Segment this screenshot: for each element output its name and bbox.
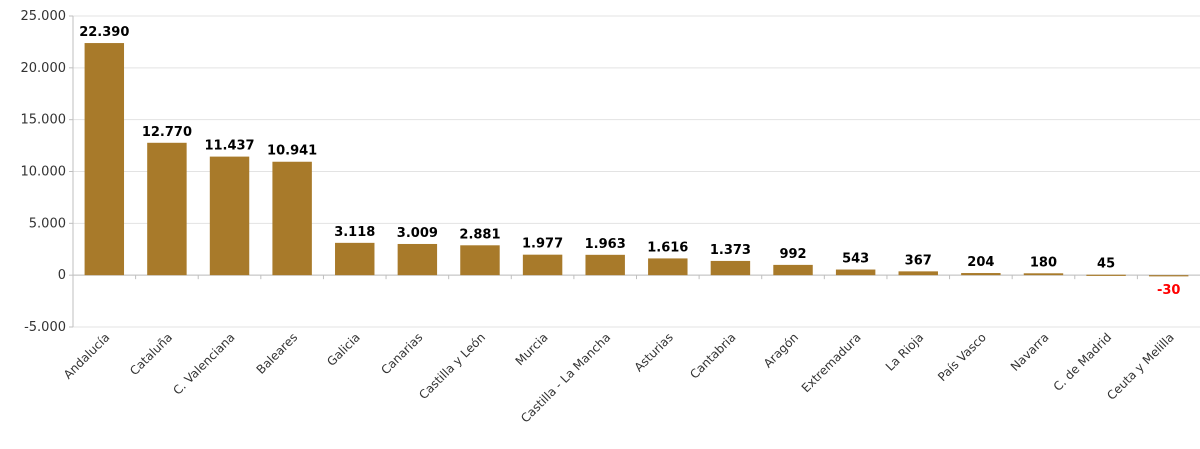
data-label: 1.977: [522, 237, 563, 252]
bar: [898, 271, 938, 276]
y-tick-label: -5.000: [24, 320, 66, 335]
data-label: 543: [842, 252, 869, 267]
x-tick-label: Extremadura: [799, 330, 864, 395]
data-label: 992: [779, 247, 806, 262]
x-tick-label: Murcia: [513, 330, 551, 368]
y-tick-label: 5.000: [29, 216, 66, 231]
data-label: 1.616: [647, 240, 688, 255]
x-tick-label: Ceuta y Melilla: [1104, 330, 1177, 403]
y-tick-label: 10.000: [21, 165, 67, 180]
bar: [147, 142, 187, 276]
bars: [84, 43, 1189, 277]
bar: [522, 254, 563, 276]
data-label: 10.941: [267, 144, 317, 159]
x-tick-label: Baleares: [254, 330, 301, 377]
data-label: 45: [1097, 257, 1115, 272]
x-tick-label: Cantabria: [687, 330, 738, 381]
x-tick-label: Navarra: [1008, 330, 1052, 374]
x-tick-label: Asturias: [632, 330, 676, 374]
bar: [835, 269, 876, 276]
x-tick-label: Aragón: [761, 330, 801, 370]
bar: [335, 242, 375, 276]
data-label: 180: [1030, 255, 1057, 270]
data-label: 11.437: [204, 139, 254, 154]
bar: [1148, 275, 1189, 277]
data-label: 3.009: [397, 226, 438, 241]
bar: [397, 243, 438, 276]
bar: [961, 273, 1001, 276]
y-tick-label: 25.000: [21, 9, 67, 24]
y-tick-label: 0: [58, 268, 66, 283]
bar: [1023, 273, 1064, 276]
bar: [773, 264, 813, 276]
x-tick-label: Andalucía: [61, 330, 113, 382]
y-tick-label: 20.000: [21, 61, 67, 76]
y-tick-label: 15.000: [21, 113, 67, 128]
x-tick-label: Galicia: [324, 330, 363, 369]
bar: [585, 254, 625, 276]
x-tick-label: Canarias: [378, 330, 425, 377]
x-tick-label: Castilla y León: [416, 330, 488, 402]
bar: [710, 260, 751, 276]
bar: [84, 43, 125, 276]
data-label: -30: [1157, 283, 1181, 298]
bar: [460, 245, 500, 276]
data-label: 3.118: [334, 225, 375, 240]
bar: [1086, 274, 1126, 276]
axes: [69, 15, 1200, 328]
data-labels: 22.390 12.770 11.437 10.941 3.118 3.009 2.881 1…: [79, 25, 1180, 298]
x-tick-label: Cataluña: [127, 330, 175, 378]
bar: [648, 258, 688, 276]
data-label: 1.963: [585, 237, 626, 252]
data-label: 2.881: [459, 227, 500, 242]
data-label: 367: [905, 253, 932, 268]
x-tick-label: País Vasco: [935, 330, 989, 384]
y-axis-ticks: -5.000 0 5.000 10.000 15.000 20.000 25.000: [21, 9, 67, 335]
bar: [209, 156, 250, 276]
data-label: 204: [967, 255, 994, 270]
data-label: 12.770: [142, 125, 192, 140]
data-label: 1.373: [710, 243, 751, 258]
x-tick-label: La Rioja: [883, 330, 927, 374]
bar: [272, 161, 312, 276]
x-tick-label: C. Valenciana: [170, 330, 237, 397]
x-tick-label: C. de Madrid: [1051, 330, 1115, 394]
data-label: 22.390: [79, 25, 129, 40]
